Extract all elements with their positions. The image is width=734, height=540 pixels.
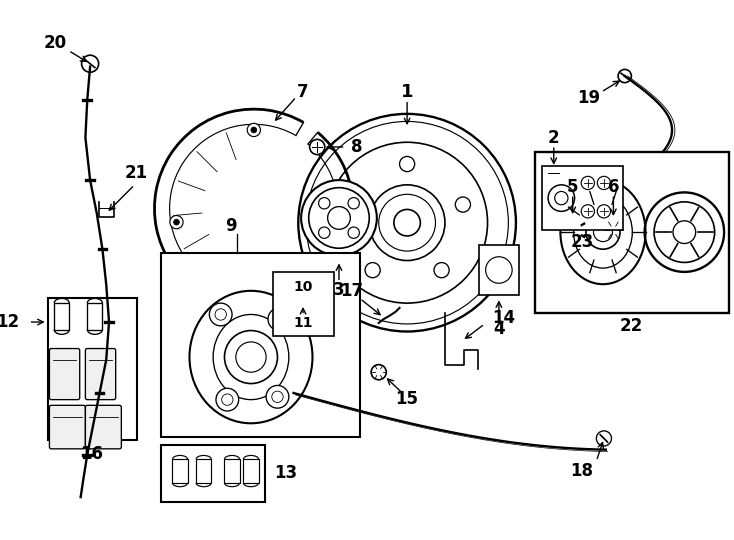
Text: 21: 21 xyxy=(125,165,148,183)
Bar xyxy=(87,303,103,329)
Circle shape xyxy=(546,166,562,181)
Circle shape xyxy=(170,215,183,229)
Text: 3: 3 xyxy=(333,281,345,299)
Circle shape xyxy=(344,197,359,212)
Circle shape xyxy=(581,205,595,218)
Text: 20: 20 xyxy=(43,34,67,52)
Text: 6: 6 xyxy=(608,178,619,195)
Bar xyxy=(161,445,265,502)
Circle shape xyxy=(310,139,324,154)
FancyBboxPatch shape xyxy=(49,348,80,400)
Circle shape xyxy=(247,123,261,137)
Bar xyxy=(479,245,519,295)
Text: 8: 8 xyxy=(351,138,363,156)
Bar xyxy=(161,253,360,437)
Text: 14: 14 xyxy=(493,309,515,327)
Text: 15: 15 xyxy=(396,390,418,408)
FancyBboxPatch shape xyxy=(49,406,85,449)
Bar xyxy=(225,459,239,483)
Text: 9: 9 xyxy=(225,218,237,235)
Text: 19: 19 xyxy=(577,89,600,107)
Circle shape xyxy=(225,330,277,383)
Bar xyxy=(542,166,623,230)
Bar xyxy=(244,459,258,483)
Text: 18: 18 xyxy=(570,462,593,480)
Circle shape xyxy=(209,303,232,326)
Text: 4: 4 xyxy=(493,320,505,338)
Circle shape xyxy=(81,55,98,72)
Bar xyxy=(172,459,188,483)
Circle shape xyxy=(286,270,299,283)
Bar xyxy=(54,303,69,329)
Text: 2: 2 xyxy=(548,129,559,146)
Circle shape xyxy=(597,177,611,190)
Circle shape xyxy=(348,198,360,209)
Circle shape xyxy=(586,215,620,249)
Circle shape xyxy=(365,262,380,278)
Circle shape xyxy=(327,207,350,229)
Text: 13: 13 xyxy=(275,464,298,482)
Circle shape xyxy=(319,198,330,209)
Circle shape xyxy=(266,386,289,408)
Text: 7: 7 xyxy=(297,83,309,101)
Circle shape xyxy=(348,227,360,238)
Circle shape xyxy=(251,127,257,133)
Circle shape xyxy=(290,274,296,279)
Text: 12: 12 xyxy=(0,313,19,331)
Circle shape xyxy=(301,180,377,256)
FancyBboxPatch shape xyxy=(85,348,116,400)
FancyBboxPatch shape xyxy=(85,406,121,449)
Text: 16: 16 xyxy=(81,444,103,463)
Circle shape xyxy=(399,157,415,172)
Circle shape xyxy=(596,431,611,446)
Circle shape xyxy=(216,388,239,411)
Circle shape xyxy=(268,308,291,330)
Circle shape xyxy=(434,262,449,278)
Bar xyxy=(535,152,729,313)
Circle shape xyxy=(394,210,421,236)
Text: 1: 1 xyxy=(401,83,413,101)
Circle shape xyxy=(371,364,386,380)
Circle shape xyxy=(174,219,179,225)
Circle shape xyxy=(673,221,696,244)
Text: 23: 23 xyxy=(570,233,594,251)
Circle shape xyxy=(618,70,631,83)
Text: 17: 17 xyxy=(341,282,364,300)
Circle shape xyxy=(319,227,330,238)
Circle shape xyxy=(603,220,624,241)
Circle shape xyxy=(455,197,470,212)
Bar xyxy=(273,272,334,336)
Bar xyxy=(196,459,211,483)
Bar xyxy=(48,299,137,440)
Text: 11: 11 xyxy=(294,316,313,330)
Circle shape xyxy=(581,177,595,190)
Text: 10: 10 xyxy=(294,280,313,294)
Text: 5: 5 xyxy=(567,178,578,195)
Circle shape xyxy=(597,205,611,218)
Text: 22: 22 xyxy=(619,317,643,335)
